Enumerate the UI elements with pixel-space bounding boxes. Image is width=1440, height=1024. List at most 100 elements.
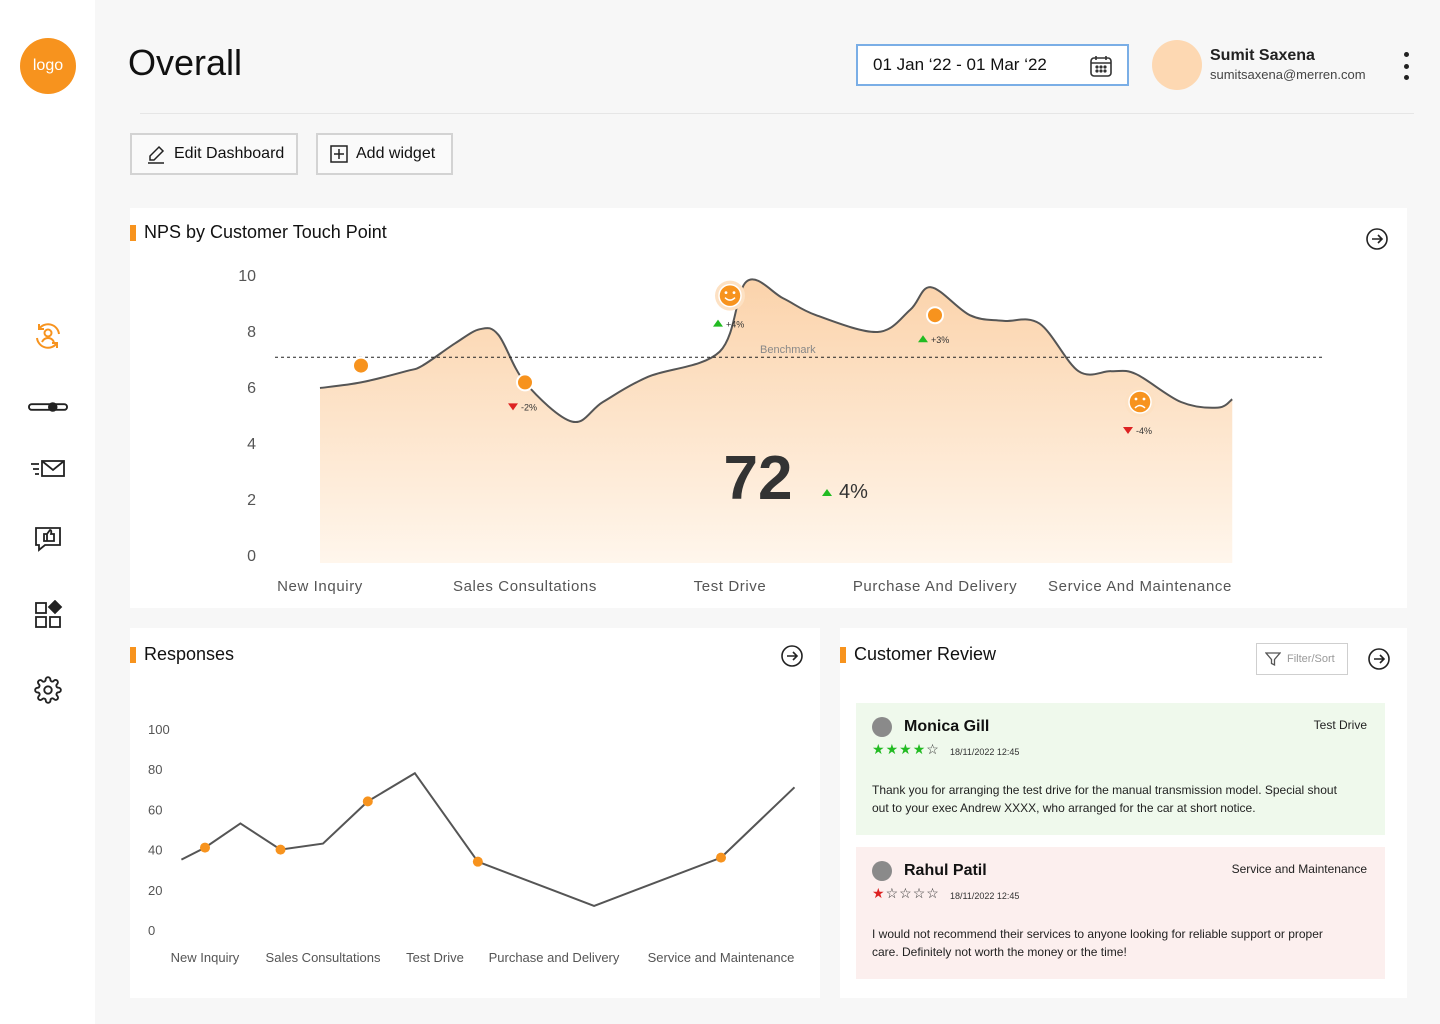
user-avatar[interactable]: [1152, 40, 1202, 90]
nav-feedback-icon[interactable]: [28, 521, 68, 557]
more-options-icon[interactable]: [1396, 52, 1416, 80]
logo[interactable]: logo: [20, 38, 76, 94]
edit-dashboard-button[interactable]: Edit Dashboard: [130, 133, 298, 175]
review-text: Thank you for arranging the test drive f…: [872, 783, 1337, 815]
nps-score-change: 4%: [839, 481, 868, 503]
empty-star-icon: ☆: [926, 885, 940, 901]
calendar-icon: [1090, 56, 1112, 77]
y-tick-label: 80: [148, 762, 162, 777]
customer-review-card: Customer Review Filter/Sort Monica Gill …: [840, 628, 1407, 998]
filter-sort-button[interactable]: Filter/Sort: [1256, 643, 1348, 675]
empty-star-icon: ☆: [885, 885, 900, 901]
responses-chart: 0 20 40 60 80 100 New Inquiry Sales Consultatio…: [148, 722, 796, 965]
responses-card: Responses 0 20 40 60 80 100 New Inquiry Sales C…: [130, 628, 820, 998]
y-tick-label: 40: [148, 843, 162, 858]
y-tick-label: 8: [247, 324, 256, 341]
add-widget-label: Add widget: [356, 145, 436, 162]
nps-change-label: +3%: [931, 335, 949, 345]
nav-widgets-icon[interactable]: [28, 597, 68, 633]
filled-star-icon: ★: [872, 885, 886, 901]
responses-data-point: [275, 844, 286, 855]
nps-data-point: [926, 306, 944, 325]
nps-chart: 0 2 4 6 8 10 Benchmark New Inquiry Sales Consult…: [238, 268, 1322, 595]
x-tick-label: Purchase and Delivery: [489, 950, 620, 965]
x-tick-label: Sales Consultations: [453, 578, 597, 595]
user-name: Sumit Saxena: [1210, 47, 1315, 64]
reviewer-avatar: [872, 861, 892, 881]
sidebar: logo: [0, 0, 95, 1024]
customer-review-title: Customer Review: [840, 644, 996, 665]
y-tick-label: 4: [247, 436, 256, 453]
review-item[interactable]: Rahul Patil Service and Maintenance ★☆☆☆…: [856, 847, 1385, 979]
edit-dashboard-label: Edit Dashboard: [174, 145, 285, 162]
header-divider: [140, 113, 1414, 114]
filter-icon: [1265, 652, 1281, 667]
review-item[interactable]: Monica Gill Test Drive ★★★★☆ 18/11/2022 …: [856, 703, 1385, 835]
responses-card-title: Responses: [130, 644, 234, 665]
down-triangle-icon: [1123, 427, 1133, 434]
review-text: I would not recommend their services to …: [872, 927, 1323, 959]
filled-star-icon: ★: [912, 741, 927, 757]
down-triangle-icon: [508, 403, 518, 411]
nps-change-label: +4%: [726, 320, 744, 330]
nps-data-point: [352, 356, 370, 375]
reviewer-name: Monica Gill: [904, 718, 990, 735]
x-tick-label: Test Drive: [694, 578, 767, 595]
x-tick-label: Service and Maintenance: [648, 950, 795, 965]
x-tick-label: Service And Maintenance: [1048, 578, 1232, 595]
up-triangle-icon: [713, 319, 723, 327]
x-tick-label: Sales Consultations: [266, 950, 381, 965]
nps-card: NPS by Customer Touch Point 0 2 4 6 8 10 Bench…: [130, 208, 1407, 608]
y-tick-label: 0: [148, 923, 155, 938]
nps-series-line: [319, 278, 1233, 423]
responses-data-point: [716, 852, 726, 863]
star-rating: ★★★★☆: [872, 741, 940, 758]
x-tick-label: Test Drive: [406, 950, 464, 965]
x-tick-label: New Inquiry: [277, 578, 363, 595]
review-date: 18/11/2022 12:45: [950, 747, 1020, 757]
pencil-icon: [148, 145, 165, 164]
x-tick-label: New Inquiry: [171, 950, 240, 965]
review-touchpoint-tag: Test Drive: [1313, 718, 1367, 732]
y-tick-label: 20: [148, 883, 162, 898]
nps-area-fill: [320, 279, 1233, 563]
nps-data-point: [516, 373, 534, 392]
y-tick-label: 0: [247, 548, 256, 565]
responses-expand-arrow-icon[interactable]: [780, 644, 804, 668]
nps-expand-arrow-icon[interactable]: [1365, 227, 1389, 251]
page-title: Overall: [128, 42, 243, 83]
reviews-expand-arrow-icon[interactable]: [1367, 647, 1391, 671]
x-tick-label: Purchase And Delivery: [853, 578, 1017, 595]
filter-sort-label: Filter/Sort: [1287, 653, 1335, 665]
up-triangle-icon: [822, 489, 832, 496]
responses-data-point: [362, 796, 373, 807]
add-widget-button[interactable]: Add widget: [316, 133, 453, 175]
review-date: 18/11/2022 12:45: [950, 891, 1020, 901]
nps-change-label: -4%: [1136, 426, 1152, 436]
y-tick-label: 60: [148, 802, 162, 817]
review-touchpoint-tag: Service and Maintenance: [1231, 862, 1367, 876]
nps-card-title: NPS by Customer Touch Point: [130, 222, 387, 243]
nav-slider-icon[interactable]: [28, 389, 68, 425]
nav-settings-icon[interactable]: [28, 672, 68, 708]
responses-series-line: [180, 771, 796, 907]
date-range-picker[interactable]: 01 Jan ‘22 - 01 Mar ‘22: [856, 44, 1129, 86]
nps-change-label: -2%: [521, 402, 537, 412]
happy-face-icon: [715, 280, 745, 311]
nav-messages-icon[interactable]: [28, 451, 68, 487]
user-email: sumitsaxena@merren.com: [1210, 67, 1366, 82]
reviewer-name: Rahul Patil: [904, 862, 987, 879]
empty-star-icon: ☆: [899, 885, 913, 901]
date-range-text: 01 Jan ‘22 - 01 Mar ‘22: [873, 55, 1047, 74]
responses-data-point: [200, 842, 210, 853]
nav-overall-icon[interactable]: [28, 318, 68, 354]
sad-face-icon: [1125, 387, 1155, 417]
responses-data-point: [472, 856, 483, 867]
benchmark-label: Benchmark: [760, 344, 816, 356]
y-tick-label: 100: [148, 722, 170, 737]
nps-score: 72: [724, 444, 793, 513]
empty-star-icon: ☆: [912, 885, 927, 901]
star-rating: ★☆☆☆☆: [872, 885, 940, 902]
filled-star-icon: ★: [872, 741, 886, 757]
filled-star-icon: ★: [885, 741, 900, 757]
